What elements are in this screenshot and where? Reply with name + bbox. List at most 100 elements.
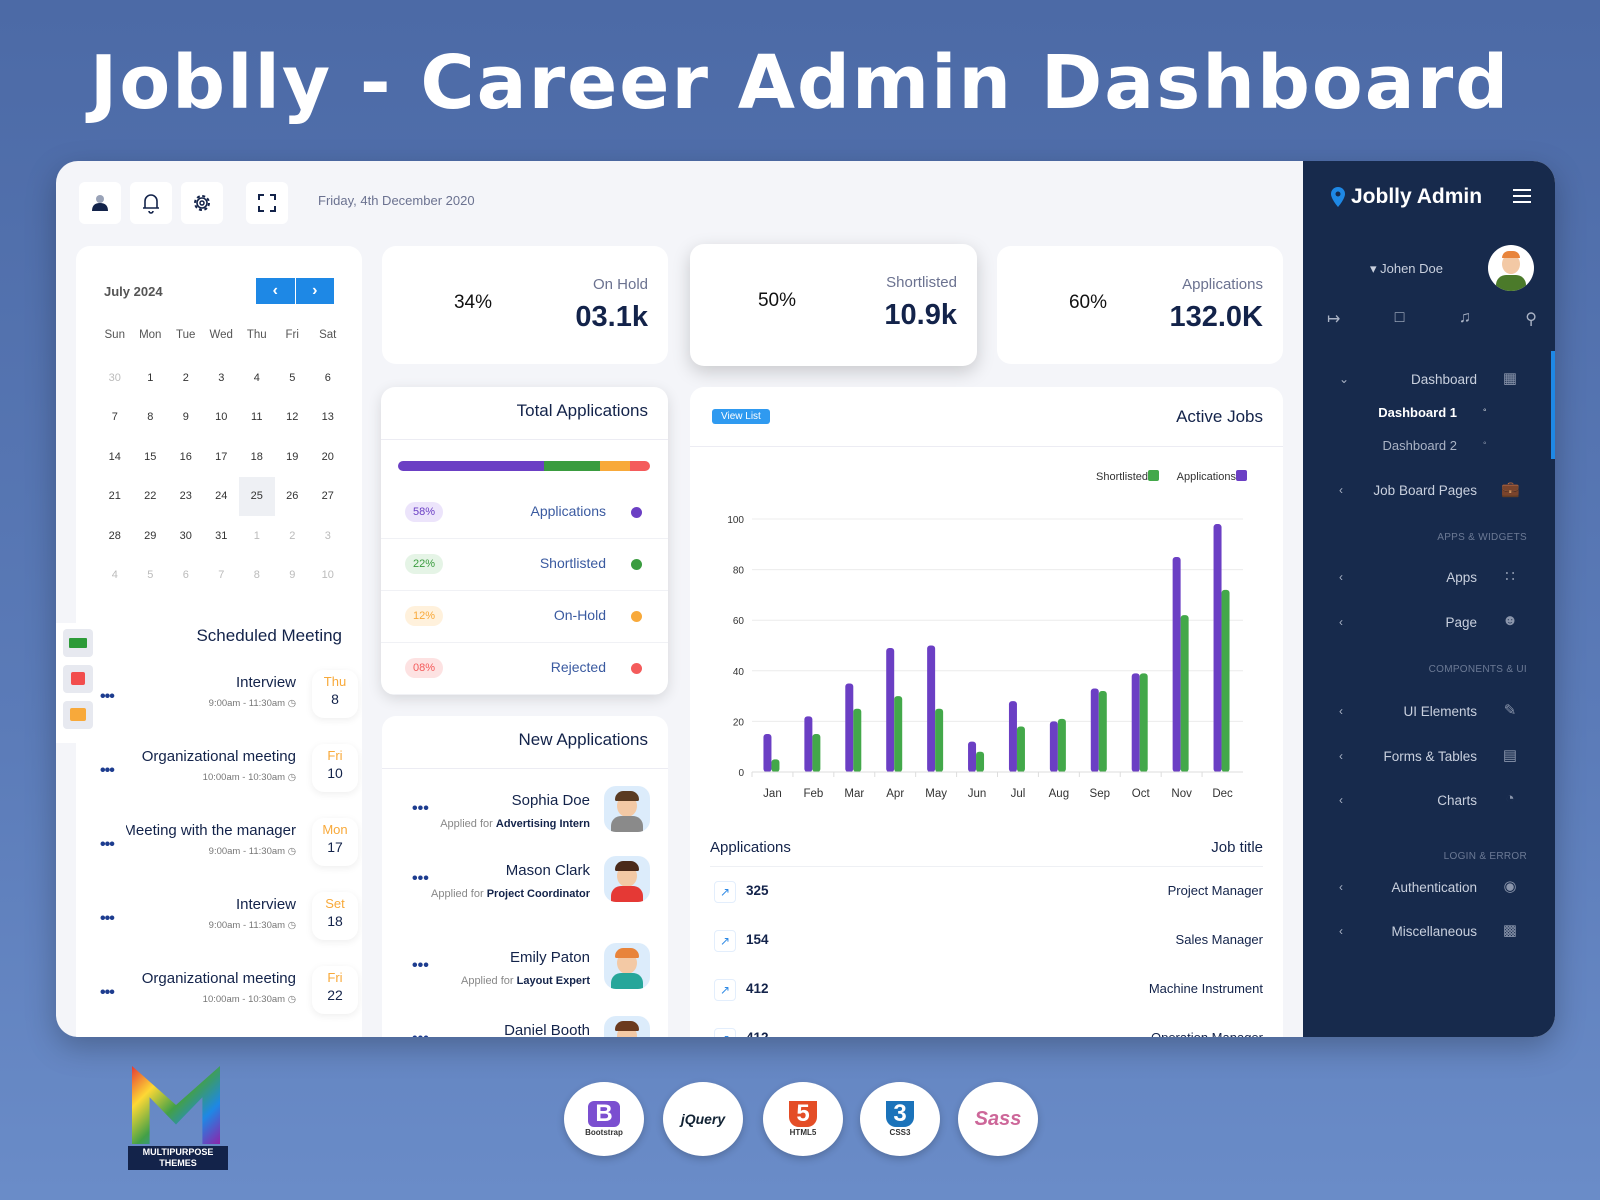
calendar-day[interactable]: 10 (215, 411, 228, 424)
more-options-icon[interactable]: ••• (100, 836, 115, 853)
calendar-day[interactable]: 22 (144, 490, 157, 503)
sidebar-subitem-dashboard-2[interactable]: Dashboard 2 ◦ (1383, 438, 1487, 453)
bar-shortlisted-nov[interactable] (1180, 615, 1189, 772)
more-options-icon[interactable]: ••• (100, 762, 115, 779)
bar-shortlisted-jun[interactable] (976, 751, 985, 772)
user-menu-dropdown[interactable]: ▾ Johen Doe (1369, 261, 1443, 276)
bar-applications-may[interactable] (927, 645, 936, 773)
calendar-day[interactable]: 30 (179, 529, 192, 542)
calendar-day[interactable]: 2 (289, 529, 296, 542)
search-icon[interactable]: ⚲ (1525, 311, 1537, 328)
bar-shortlisted-apr[interactable] (894, 696, 903, 772)
calendar-day[interactable]: 8 (253, 569, 260, 582)
prev-month-button[interactable]: ‹ (256, 278, 296, 304)
bar-applications-oct[interactable] (1131, 673, 1140, 772)
applicant-item[interactable]: •••Daniel BoothApplied for (382, 1016, 668, 1037)
logout-icon[interactable]: ↦ (1327, 311, 1341, 328)
calendar-day[interactable]: 27 (321, 490, 334, 503)
more-options-icon[interactable]: ••• (100, 984, 115, 1001)
calendar-day[interactable]: 6 (324, 371, 331, 384)
chat-tool-button[interactable] (63, 701, 93, 729)
calendar-day[interactable]: 13 (321, 411, 334, 424)
calendar-day[interactable]: 4 (253, 371, 260, 384)
meeting-item[interactable]: ••• Interview 9:00am - 11:30am ◷ Thu 8 (96, 670, 358, 734)
calendar-day[interactable]: 14 (108, 450, 121, 463)
bar-applications-jun[interactable] (968, 741, 977, 772)
bar-applications-jul[interactable] (1008, 701, 1017, 772)
calendar-day[interactable]: 8 (147, 411, 154, 424)
sidebar-item-authentication[interactable]: ‹ Authentication ◉ (1303, 874, 1555, 904)
calendar-day[interactable]: 16 (179, 450, 192, 463)
bar-applications-sep[interactable] (1090, 688, 1099, 772)
calendar-day[interactable]: 24 (215, 490, 228, 503)
message-icon[interactable]: □ (1394, 309, 1405, 326)
bar-shortlisted-aug[interactable] (1057, 718, 1066, 772)
calendar-day[interactable]: 1 (253, 529, 260, 542)
applicant-item[interactable]: ••• Emily Paton Applied for Layout Expert (382, 943, 668, 1023)
bar-shortlisted-may[interactable] (935, 708, 944, 772)
sidebar-item-page[interactable]: ‹ Page ☻ (1303, 609, 1555, 639)
meeting-item[interactable]: ••• Organizational meeting 10:00am - 10:30… (96, 744, 358, 808)
calendar-day[interactable]: 9 (182, 411, 189, 424)
calendar-day[interactable]: 28 (108, 529, 121, 542)
bar-shortlisted-dec[interactable] (1221, 589, 1230, 772)
calendar-day[interactable]: 9 (289, 569, 296, 582)
more-options-icon[interactable]: ••• (412, 870, 429, 887)
bar-shortlisted-sep[interactable] (1098, 691, 1107, 772)
calendar-day[interactable]: 7 (111, 411, 118, 424)
sidebar-item-job-board-pages[interactable]: ‹ Job Board Pages 💼 (1303, 477, 1555, 507)
calendar-day[interactable]: 10 (321, 569, 334, 582)
calendar-day[interactable]: 23 (179, 490, 192, 503)
calendar-day[interactable]: 3 (324, 529, 331, 542)
money-tool-button[interactable] (63, 629, 93, 657)
bar-applications-jan[interactable] (763, 734, 772, 772)
bar-applications-aug[interactable] (1049, 721, 1058, 772)
more-options-icon[interactable]: ••• (412, 800, 429, 817)
brand-name[interactable]: Joblly Admin (1351, 185, 1483, 208)
calendar-day[interactable]: 21 (108, 490, 121, 503)
calendar-day[interactable]: 15 (144, 450, 157, 463)
calendar-day[interactable]: 31 (215, 529, 228, 542)
settings-button[interactable] (181, 182, 223, 224)
calendar-day[interactable]: 5 (147, 569, 154, 582)
sidebar-item-forms-tables[interactable]: ‹ Forms & Tables ▤ (1303, 743, 1555, 773)
calendar-day[interactable]: 12 (286, 411, 299, 424)
calendar-day[interactable]: 29 (144, 529, 157, 542)
calendar-day[interactable]: 19 (286, 450, 299, 463)
bar-shortlisted-jul[interactable] (1016, 726, 1025, 772)
bar-shortlisted-feb[interactable] (812, 734, 821, 772)
sidebar-item-charts[interactable]: ‹ Charts ◔ (1303, 787, 1555, 817)
calendar-day[interactable]: 25 (239, 476, 275, 516)
job-row[interactable]: ↗ 154 Sales Manager (710, 928, 1263, 976)
calendar-day[interactable]: 1 (147, 371, 154, 384)
meeting-item[interactable]: ••• Interview 9:00am - 11:30am ◷ Set 18 (96, 892, 358, 956)
meeting-item[interactable]: ••• Organizational meeting 10:00am - 10:30… (96, 966, 358, 1030)
bar-shortlisted-jan[interactable] (771, 759, 780, 772)
image-tool-button[interactable] (63, 665, 93, 693)
calendar-day[interactable]: 2 (182, 371, 189, 384)
calendar-day[interactable]: 3 (218, 371, 225, 384)
next-month-button[interactable]: › (312, 282, 318, 299)
bell-icon[interactable]: ♫ (1458, 309, 1471, 326)
notifications-button[interactable] (130, 182, 172, 224)
bar-applications-mar[interactable] (845, 683, 854, 772)
calendar-day[interactable]: 26 (286, 490, 299, 503)
sidebar-item-dashboard[interactable]: ⌄ Dashboard ▦ (1303, 366, 1555, 396)
calendar-day[interactable]: 6 (182, 569, 189, 582)
sidebar-item-miscellaneous[interactable]: ‹ Miscellaneous ▩ (1303, 918, 1555, 948)
bar-applications-feb[interactable] (804, 716, 813, 772)
menu-toggle-button[interactable] (1513, 189, 1531, 203)
sidebar-item-ui-elements[interactable]: ‹ UI Elements ✎ (1303, 698, 1555, 728)
more-options-icon[interactable]: ••• (100, 910, 115, 927)
calendar-day[interactable]: 18 (250, 450, 263, 463)
sidebar-item-apps[interactable]: ‹ Apps ∷ (1303, 564, 1555, 594)
calendar-day[interactable]: 20 (321, 450, 334, 463)
more-options-icon[interactable]: ••• (412, 957, 429, 974)
calendar-day[interactable]: 17 (215, 450, 228, 463)
calendar-day[interactable]: 7 (218, 569, 225, 582)
job-row[interactable]: ↗ 325 Project Manager (710, 879, 1263, 927)
user-avatar[interactable] (1488, 245, 1534, 291)
applicant-item[interactable]: ••• Mason Clark Applied for Project Coordi… (382, 856, 668, 936)
job-row[interactable]: ↗ 412 Machine Instrument (710, 977, 1263, 1025)
calendar-day[interactable]: 4 (111, 569, 118, 582)
